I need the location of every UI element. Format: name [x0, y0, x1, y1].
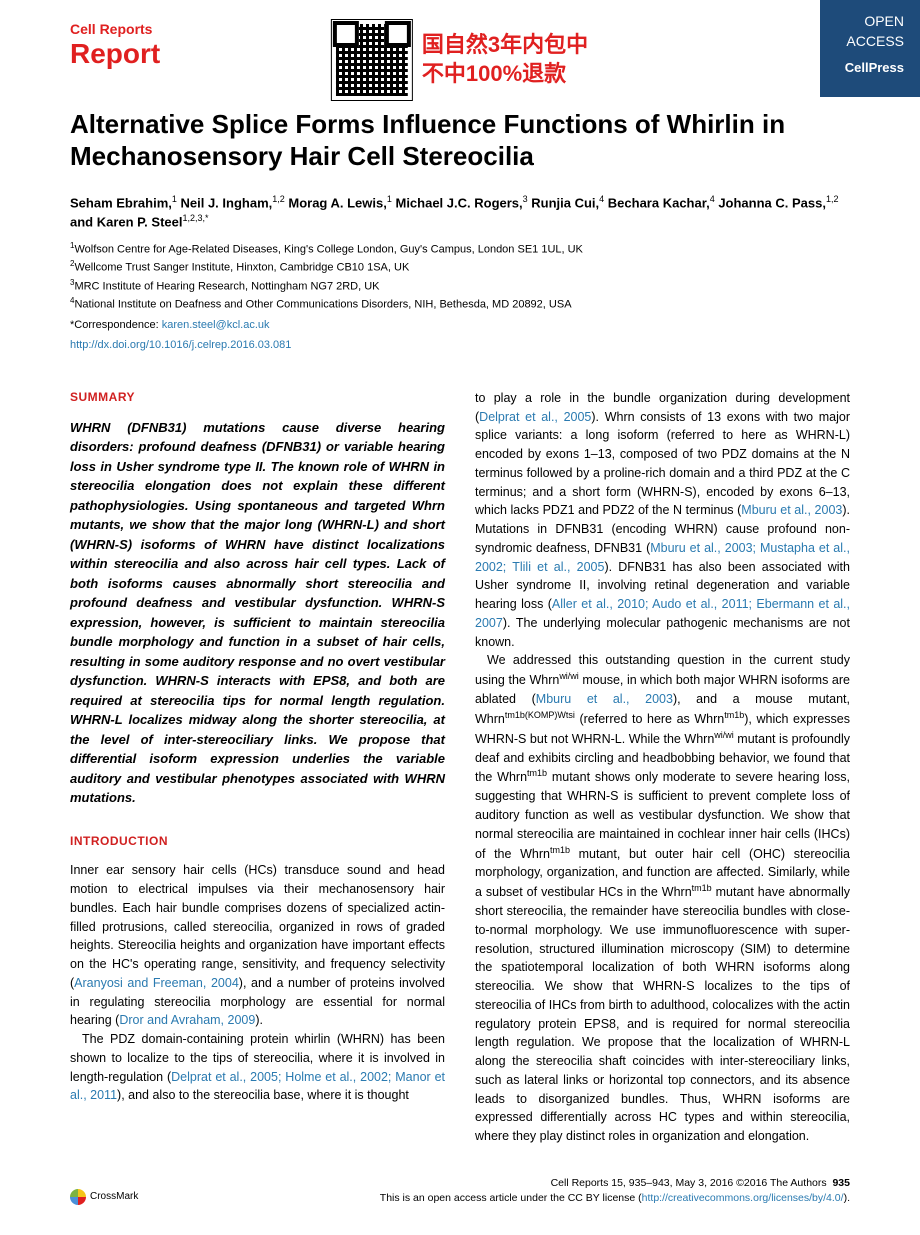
header-bar: Cell Reports Report 国自然3年内包中 不中100%退款 OP…: [70, 20, 850, 68]
article-type: Report: [70, 40, 160, 68]
summary-heading: SUMMARY: [70, 389, 445, 406]
ref-link[interactable]: Mburu et al., 2003: [536, 692, 673, 706]
publisher: CellPress: [836, 59, 904, 77]
oa-line1: OPEN: [836, 12, 904, 32]
ref-link[interactable]: Dror and Avraham, 2009: [119, 1013, 255, 1027]
body-columns: SUMMARY WHRN (DFNB31) mutations cause di…: [70, 389, 850, 1146]
summary-text: WHRN (DFNB31) mutations cause diverse he…: [70, 418, 445, 808]
journal-name: Cell Reports: [70, 20, 160, 40]
qr-line2: 不中100%退款: [422, 60, 588, 89]
affiliations: 1Wolfson Centre for Age-Related Diseases…: [70, 240, 850, 314]
intro-para1: Inner ear sensory hair cells (HCs) trans…: [70, 861, 445, 1030]
license-link[interactable]: http://creativecommons.org/licenses/by/4…: [642, 1192, 844, 1204]
qr-code-icon: [332, 20, 412, 100]
correspondence: *Correspondence: karen.steel@kcl.ac.uk: [70, 318, 850, 334]
crossmark-badge[interactable]: CrossMark: [70, 1189, 138, 1205]
open-access-badge: OPEN ACCESS CellPress: [820, 0, 920, 97]
page-number: 935: [832, 1177, 850, 1189]
col2-para1: to play a role in the bundle organizatio…: [475, 389, 850, 652]
intro-body: Inner ear sensory hair cells (HCs) trans…: [70, 861, 445, 1105]
article-title: Alternative Splice Forms Influence Funct…: [70, 108, 850, 173]
left-column: SUMMARY WHRN (DFNB31) mutations cause di…: [70, 389, 445, 1146]
col2-para2: We addressed this outstanding question i…: [475, 651, 850, 1145]
journal-brand: Cell Reports Report: [70, 20, 160, 68]
right-column: to play a role in the bundle organizatio…: [475, 389, 850, 1146]
qr-text: 国自然3年内包中 不中100%退款: [422, 31, 588, 88]
footer-citation: Cell Reports 15, 935–943, May 3, 2016 ©2…: [380, 1176, 850, 1205]
ref-link[interactable]: Mburu et al., 2003: [741, 503, 842, 517]
intro-para2: The PDZ domain-containing protein whirli…: [70, 1030, 445, 1105]
ref-link[interactable]: Aranyosi and Freeman, 2004: [74, 976, 239, 990]
author-list: Seham Ebrahim,1 Neil J. Ingham,1,2 Morag…: [70, 193, 850, 232]
oa-line2: ACCESS: [836, 32, 904, 52]
intro-heading: INTRODUCTION: [70, 833, 445, 850]
ref-link[interactable]: Delprat et al., 2005: [479, 410, 591, 424]
corr-label: *Correspondence:: [70, 319, 162, 331]
crossmark-icon: [70, 1189, 86, 1205]
page-footer: CrossMark Cell Reports 15, 935–943, May …: [70, 1176, 850, 1205]
qr-line1: 国自然3年内包中: [422, 31, 588, 60]
qr-ad: 国自然3年内包中 不中100%退款: [332, 20, 588, 100]
doi-link[interactable]: http://dx.doi.org/10.1016/j.celrep.2016.…: [70, 338, 850, 354]
crossmark-label: CrossMark: [90, 1190, 138, 1204]
corr-email[interactable]: karen.steel@kcl.ac.uk: [162, 319, 270, 331]
